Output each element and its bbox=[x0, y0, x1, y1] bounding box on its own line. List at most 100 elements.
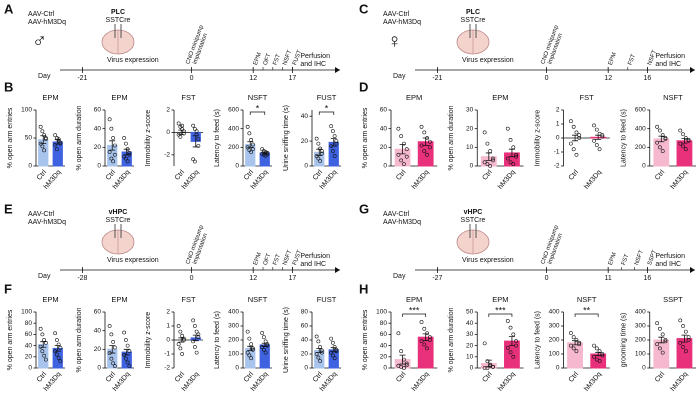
significance-label: ** bbox=[583, 305, 591, 315]
error-bar bbox=[247, 345, 254, 351]
data-point bbox=[265, 342, 270, 347]
error-bar bbox=[658, 135, 665, 143]
y-tick-label: 400 bbox=[635, 309, 646, 316]
data-point bbox=[577, 136, 582, 140]
significance-label: * bbox=[256, 103, 260, 113]
x-tick-label: Ctrl bbox=[105, 371, 118, 384]
data-point bbox=[427, 145, 432, 150]
y-tick-label: 20 bbox=[25, 354, 33, 361]
y-tick-label: 20 bbox=[301, 351, 309, 358]
data-point bbox=[43, 137, 48, 142]
data-point bbox=[127, 364, 132, 369]
data-point bbox=[422, 342, 427, 347]
end-label: Perfusion bbox=[655, 53, 685, 60]
y-axis-label: % open arm entries bbox=[7, 309, 14, 370]
data-point bbox=[597, 147, 602, 152]
data-point bbox=[196, 143, 201, 148]
significance-label: *** bbox=[495, 305, 506, 315]
error-bar bbox=[508, 336, 515, 346]
data-point bbox=[505, 345, 510, 350]
virus-label: AAV-hM3Dq bbox=[383, 219, 421, 226]
error-bar bbox=[422, 333, 429, 341]
data-point bbox=[594, 127, 599, 132]
data-point bbox=[574, 349, 579, 354]
data-point bbox=[402, 141, 406, 146]
x-tick-label: Ctrl bbox=[568, 371, 581, 384]
bar bbox=[52, 141, 63, 167]
y-tick-label: 60 bbox=[25, 331, 33, 338]
data-point bbox=[330, 340, 335, 345]
data-point bbox=[329, 124, 334, 129]
significance-bracket bbox=[402, 313, 427, 317]
data-point bbox=[249, 150, 254, 154]
expression-label: Virus expression bbox=[107, 257, 159, 264]
data-point bbox=[316, 156, 321, 161]
y-tick-label: 80 bbox=[301, 309, 309, 316]
data-point bbox=[425, 331, 429, 336]
data-point bbox=[422, 149, 427, 153]
y-axis-label: % open arm entries bbox=[7, 107, 14, 168]
y-tick-label: 100 bbox=[635, 351, 646, 358]
panel-letter: C bbox=[359, 1, 369, 16]
y-tick-label: 10 bbox=[466, 354, 474, 361]
expression-label: Virus expression bbox=[107, 57, 159, 64]
data-point bbox=[178, 329, 183, 334]
data-point bbox=[427, 139, 432, 144]
virus-label: AAV-Ctrl bbox=[28, 211, 55, 218]
data-point bbox=[399, 134, 404, 139]
data-point bbox=[508, 137, 513, 142]
chart-title: FST bbox=[580, 93, 595, 102]
data-point bbox=[112, 152, 117, 157]
y-axis-label: Immobility z-score bbox=[534, 110, 541, 167]
data-point bbox=[192, 127, 197, 131]
chart-title: FUST bbox=[317, 295, 337, 304]
data-point bbox=[663, 339, 668, 344]
data-point bbox=[683, 136, 688, 140]
end-label: and IHC bbox=[655, 61, 681, 68]
data-point bbox=[482, 341, 487, 346]
data-point bbox=[655, 321, 660, 326]
data-point bbox=[196, 332, 201, 337]
y-axis-label: Immobility z-score bbox=[145, 110, 152, 167]
error-bar bbox=[109, 345, 116, 354]
data-point bbox=[329, 350, 334, 355]
data-point bbox=[318, 159, 323, 163]
data-point bbox=[180, 333, 185, 338]
data-point bbox=[40, 129, 45, 134]
data-point bbox=[196, 137, 201, 142]
error-bar bbox=[178, 337, 185, 343]
x-tick-label: hM3Dq bbox=[670, 371, 690, 393]
data-point bbox=[658, 346, 662, 351]
y-tick-label: 100 bbox=[21, 309, 32, 316]
data-point bbox=[194, 129, 199, 134]
data-point bbox=[655, 140, 660, 145]
data-point bbox=[194, 350, 199, 355]
x-tick-label: hM3Dq bbox=[497, 169, 517, 191]
y-tick-label: 10 bbox=[466, 144, 474, 151]
event-label: NSFT bbox=[282, 249, 293, 266]
data-point bbox=[404, 363, 409, 368]
error-bar bbox=[261, 342, 268, 347]
timeline-arrow bbox=[690, 267, 695, 273]
data-point bbox=[396, 126, 401, 131]
y-tick-label: -2 bbox=[164, 365, 170, 372]
data-point bbox=[178, 134, 183, 139]
data-point bbox=[181, 129, 186, 134]
y-tick-label: 100 bbox=[376, 309, 387, 316]
chart-title: EPM bbox=[492, 295, 508, 304]
day-tick-label: 16 bbox=[644, 75, 652, 82]
data-point bbox=[569, 331, 573, 335]
data-point bbox=[42, 148, 47, 153]
y-tick-label: 20 bbox=[380, 144, 388, 151]
data-point bbox=[491, 156, 495, 161]
x-tick-label: Ctrl bbox=[654, 371, 667, 384]
event-label: FST bbox=[273, 53, 283, 66]
x-tick-label: Ctrl bbox=[395, 371, 408, 384]
y-axis-label: Immobility z-score bbox=[145, 312, 152, 369]
error-bar bbox=[123, 148, 130, 156]
data-point bbox=[181, 336, 186, 341]
day-tick-label: 11 bbox=[605, 275, 612, 282]
error-bar bbox=[572, 340, 579, 346]
x-tick-label: hM3Dq bbox=[497, 371, 517, 393]
x-tick-label: hM3Dq bbox=[411, 169, 431, 191]
